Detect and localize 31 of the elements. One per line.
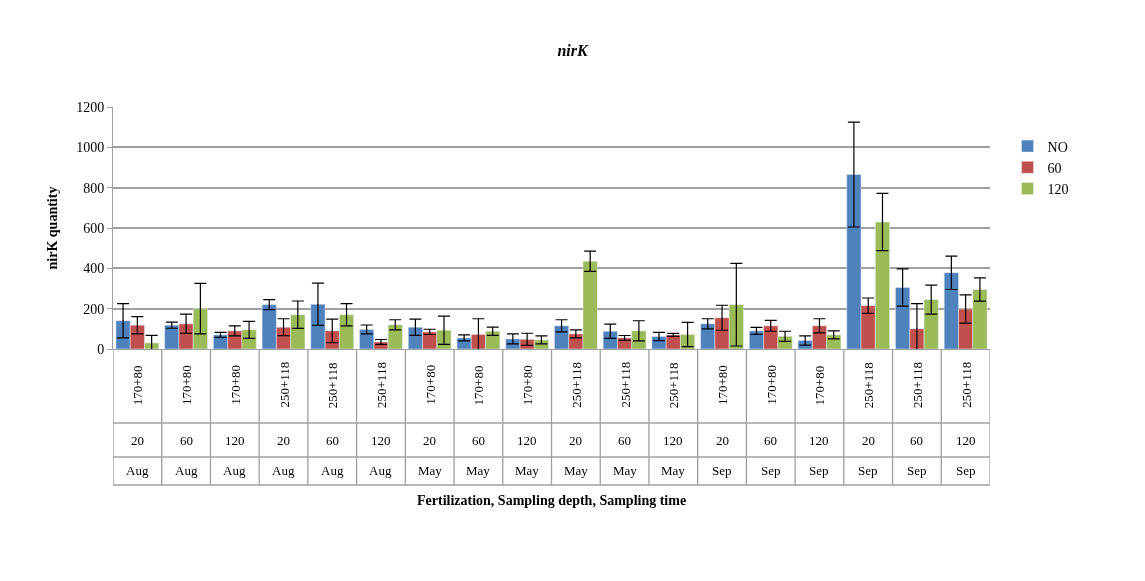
category-label: 250+118 60 May	[613, 361, 637, 478]
category-label: 250+118 120 Aug	[369, 362, 392, 478]
legend-label: 120	[1047, 181, 1069, 197]
legend-label: 60	[1047, 160, 1062, 176]
y-axis-title: nirK quantity	[44, 186, 60, 270]
chart-title: nirK	[557, 41, 589, 59]
y-tick-label: 1200	[76, 99, 105, 115]
category-label: 250+118 20 Sep	[858, 362, 878, 478]
y-tick-label: 1000	[76, 140, 105, 156]
legend-label: NO	[1047, 139, 1068, 155]
category-label: 170+80 20 May	[418, 364, 442, 478]
category-label: 170+80 60 Sep	[761, 364, 781, 478]
category-label: 170+80 60 May	[466, 365, 490, 478]
y-tick-label: 600	[83, 220, 105, 236]
category-label: 170+80 120 Sep	[809, 365, 829, 478]
category-label: 170+80 120 Aug	[223, 364, 246, 478]
text: Fertilization, Sampling depth, Sampling time	[417, 493, 687, 508]
category-label: 170+80 120 May	[515, 365, 539, 478]
y-tick-label: 0	[97, 341, 105, 357]
category-label: 250+118 60 Aug	[321, 362, 344, 478]
category-label: 250+118 120 May	[661, 362, 685, 478]
category-label: 250+118 120 Sep	[956, 361, 976, 478]
category-label: 250+118 60 Sep	[907, 362, 927, 478]
category-label: 250+118 20 May	[564, 362, 588, 478]
category-label: 170+80 20 Sep	[712, 365, 732, 478]
category-label: 170+80 20 Aug	[126, 365, 149, 478]
category-label: 250+118 20 Aug	[272, 361, 295, 478]
category-label: 170+80 60 Aug	[175, 365, 198, 478]
y-tick-label: 400	[83, 261, 105, 277]
y-tick-label: 200	[83, 301, 105, 317]
y-tick-label: 800	[83, 180, 105, 196]
